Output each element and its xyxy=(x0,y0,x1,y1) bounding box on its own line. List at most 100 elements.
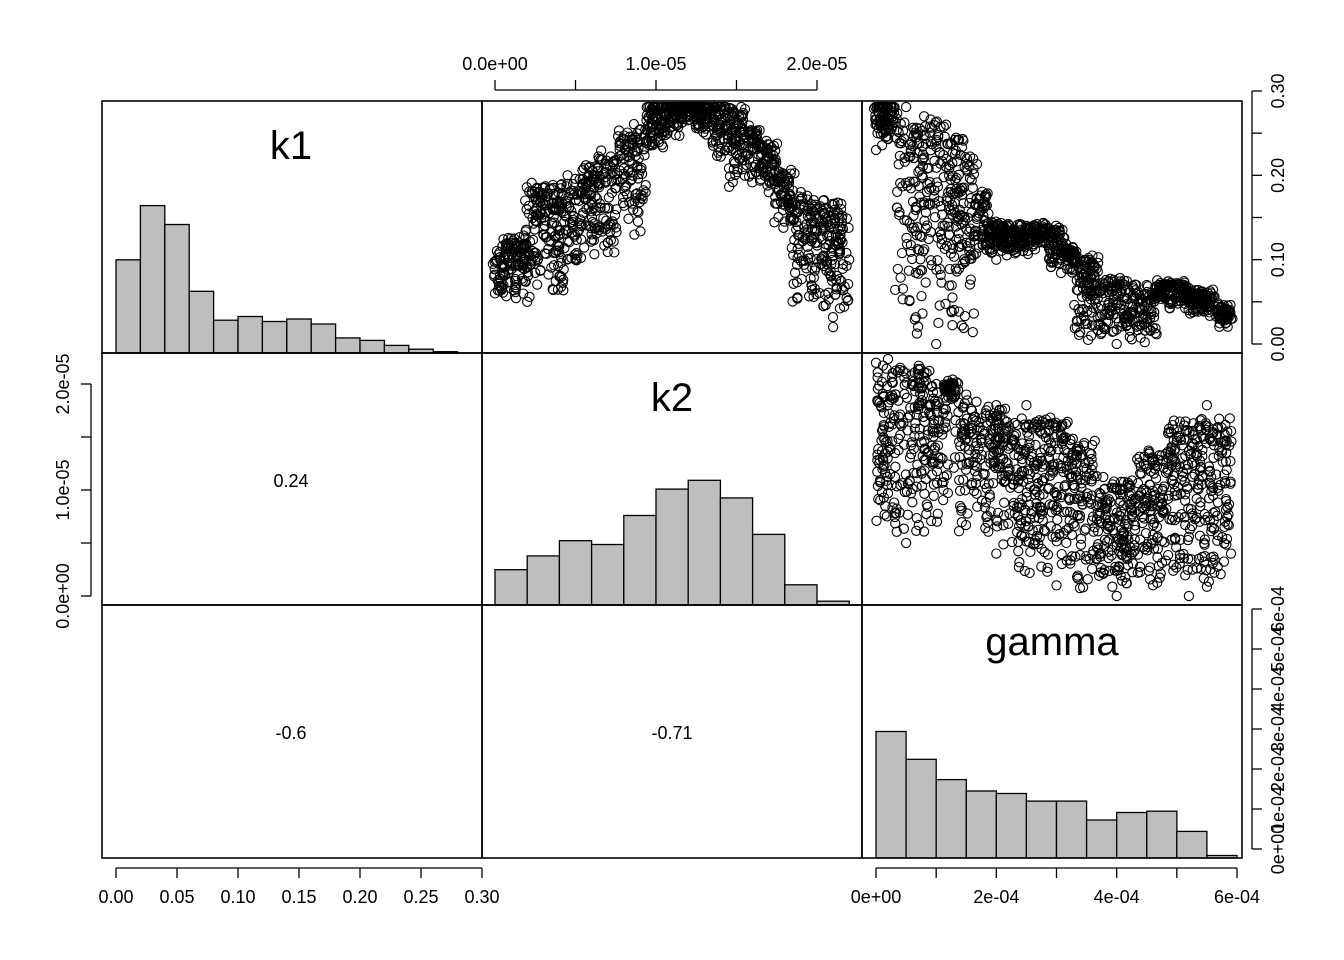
scatter-point-k1-gamma xyxy=(904,139,916,150)
scatter-point-k1-gamma xyxy=(1011,235,1022,246)
scatter-point-k1-k2 xyxy=(579,242,590,253)
scatter-point-k1-gamma xyxy=(936,277,947,288)
scatter-point-k1-gamma xyxy=(918,111,930,122)
scatter-point-k1-gamma xyxy=(1058,232,1069,243)
scatter-point-k1-k2 xyxy=(546,183,557,194)
scatter-point-k2-gamma xyxy=(1024,499,1035,510)
scatter-point-k2-gamma xyxy=(901,392,913,403)
scatter-point-k2-gamma xyxy=(1028,419,1040,430)
scatter-point-k1-gamma xyxy=(934,300,945,311)
scatter-point-k1-k2 xyxy=(618,130,630,141)
scatter-point-k2-gamma xyxy=(1184,426,1195,438)
scatter-point-k2-gamma xyxy=(1086,476,1097,487)
scatter-point-k1-k2 xyxy=(794,230,805,241)
scatter-point-k2-gamma xyxy=(971,488,982,499)
scatter-point-k1-gamma xyxy=(934,226,945,237)
scatter-point-k2-gamma xyxy=(979,468,990,480)
scatter-point-k1-k2 xyxy=(588,202,599,214)
scatter-point-k1-gamma xyxy=(917,246,929,257)
scatter-point-k1-k2 xyxy=(787,185,799,196)
scatter-point-k2-gamma xyxy=(1000,433,1012,444)
scatter-point-k2-gamma xyxy=(1209,523,1220,534)
scatter-point-k2-gamma xyxy=(1088,526,1099,537)
scatter-point-k2-gamma xyxy=(1103,552,1114,564)
scatter-point-k2-gamma xyxy=(1182,483,1193,495)
scatter-point-k1-gamma xyxy=(1111,338,1122,350)
scatter-point-k1-gamma xyxy=(1190,288,1202,299)
scatter-point-k2-gamma xyxy=(1142,545,1153,556)
scatter-point-k2-gamma xyxy=(1081,551,1092,562)
scatter-point-k1-k2 xyxy=(839,281,850,292)
scatter-point-k2-gamma xyxy=(976,437,987,449)
scatter-point-k1-k2 xyxy=(832,207,844,218)
scatter-point-k1-k2 xyxy=(809,217,820,229)
scatter-point-k2-gamma xyxy=(945,378,956,390)
scatter-point-k2-gamma xyxy=(954,500,966,512)
scatter-point-k2-gamma xyxy=(989,423,1001,434)
scatter-point-k2-gamma xyxy=(988,460,1000,472)
scatter-point-k1-gamma xyxy=(1058,248,1070,259)
scatter-point-k2-gamma xyxy=(1050,487,1061,499)
scatter-point-k1-k2 xyxy=(754,169,765,180)
scatter-point-k1-k2 xyxy=(786,242,797,254)
scatter-point-k1-k2 xyxy=(599,240,610,251)
scatter-point-k1-gamma xyxy=(942,217,953,228)
scatter-point-k2-gamma xyxy=(1169,455,1180,466)
scatter-point-k1-k2 xyxy=(746,169,758,180)
scatter-point-k2-gamma xyxy=(877,424,889,435)
scatter-point-k1-k2 xyxy=(639,129,650,140)
scatter-point-k1-k2 xyxy=(580,177,592,189)
scatter-point-k1-k2 xyxy=(510,286,521,298)
scatter-point-k1-gamma xyxy=(909,314,920,325)
scatter-point-k1-k2 xyxy=(546,262,557,273)
scatter-point-k2-gamma xyxy=(887,368,898,379)
scatter-point-k2-gamma xyxy=(1086,515,1098,526)
scatter-point-k1-gamma xyxy=(1057,224,1068,236)
scatter-point-k1-gamma xyxy=(954,184,966,195)
scatter-point-k1-k2 xyxy=(836,224,847,235)
scatter-point-k1-k2 xyxy=(743,171,755,182)
scatter-point-k2-gamma xyxy=(1111,507,1123,518)
scatter-point-k1-gamma xyxy=(926,259,937,271)
scatter-point-k1-k2 xyxy=(733,153,745,164)
scatter-point-k2-gamma xyxy=(1051,490,1063,502)
scatter-point-k2-gamma xyxy=(1125,487,1136,499)
scatter-point-k1-gamma xyxy=(958,135,969,146)
scatter-point-k2-gamma xyxy=(1024,438,1035,449)
scatter-point-k1-gamma xyxy=(970,226,981,237)
k1-bottom-tick-label: 0.25 xyxy=(403,887,438,907)
scatter-point-k1-k2 xyxy=(599,222,610,233)
scatter-point-k1-k2 xyxy=(792,292,803,303)
scatter-point-k2-gamma xyxy=(998,510,1010,521)
scatter-point-k2-gamma xyxy=(932,508,943,519)
scatter-point-k1-gamma xyxy=(958,198,969,209)
scatter-point-k1-k2 xyxy=(552,284,564,295)
scatter-point-k2-gamma xyxy=(872,455,883,466)
scatter-point-k1-gamma xyxy=(1184,308,1196,319)
scatter-point-k1-gamma xyxy=(950,263,961,274)
scatter-point-k2-gamma xyxy=(1160,467,1172,479)
scatter-point-k1-gamma xyxy=(953,134,965,145)
scatter-point-k2-gamma xyxy=(1099,502,1110,513)
scatter-point-k1-k2 xyxy=(564,202,575,213)
scatter-point-k2-gamma xyxy=(1180,570,1191,581)
scatter-point-k1-gamma xyxy=(961,153,973,164)
scatter-point-k1-gamma xyxy=(1072,316,1083,327)
scatter-point-k1-k2 xyxy=(518,260,529,271)
scatter-point-k1-gamma xyxy=(1037,221,1048,232)
scatter-point-k1-gamma xyxy=(888,107,900,119)
k2-top-tick-label: 0.0e+00 xyxy=(462,54,528,74)
scatter-point-k2-gamma xyxy=(907,497,918,508)
scatter-point-k2-gamma xyxy=(1218,556,1230,567)
scatter-point-k1-k2 xyxy=(796,273,807,285)
scatter-point-k1-gamma xyxy=(891,202,903,213)
scatter-point-k2-gamma xyxy=(1146,501,1157,512)
scatter-point-k1-k2 xyxy=(647,140,658,151)
scatter-point-k2-gamma xyxy=(1120,572,1131,583)
scatter-point-k2-gamma xyxy=(1065,558,1076,569)
scatter-point-k2-gamma xyxy=(1019,565,1030,577)
scatter-point-k2-gamma xyxy=(1056,548,1067,560)
scatter-point-k1-k2 xyxy=(562,170,573,181)
scatter-point-k1-gamma xyxy=(892,186,903,197)
scatter-point-k1-gamma xyxy=(964,173,976,184)
